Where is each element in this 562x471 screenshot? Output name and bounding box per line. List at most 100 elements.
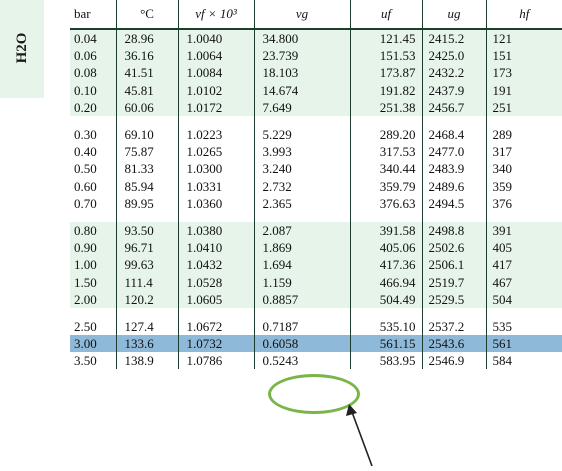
table-row: 0.30 69.10 1.0223 5.229 289.20 2468.4 289 — [70, 125, 562, 144]
cell-ug: 2432.2 — [421, 64, 486, 82]
header-hf: hf — [485, 0, 562, 30]
cell-ug: 2498.8 — [421, 221, 486, 240]
cell-pressure: 0.10 — [70, 81, 116, 99]
cell-uf: 504.49 — [349, 290, 422, 308]
table-row: 0.90 96.71 1.0410 1.869 405.06 2502.6 405 — [70, 239, 562, 257]
cell-uf: 173.87 — [349, 64, 422, 82]
header-uf: uf — [349, 0, 422, 30]
cell-uf: 391.58 — [349, 221, 422, 240]
table-row: 3.00 133.6 1.0732 0.6058 561.15 2543.6 561 — [70, 335, 562, 353]
cell-uf: 340.44 — [349, 160, 422, 178]
cell-hf: 121 — [485, 29, 562, 48]
cell-pressure: 0.80 — [70, 221, 116, 240]
cell-vg: 1.159 — [253, 273, 350, 291]
cell-hf: 405 — [485, 239, 562, 257]
cell-pressure: 0.50 — [74, 161, 97, 177]
cell-pressure: 0.30 — [74, 127, 97, 143]
cell-hf: 561 — [485, 335, 562, 353]
cell-ug: 2502.6 — [421, 239, 486, 257]
cell-vg: 0.6058 — [253, 335, 350, 353]
cell-temperature: 81.33 — [115, 160, 178, 178]
cell-vf: 1.0672 — [177, 317, 254, 335]
header-ug: ug — [421, 0, 486, 30]
cell-ug: 2415.2 — [421, 29, 486, 48]
cell-ug: 2477.0 — [421, 143, 486, 161]
group-spacer — [70, 307, 562, 318]
cell-vg: 7.649 — [253, 98, 350, 116]
cell-vg: 0.7187 — [253, 317, 350, 335]
cell-vg: 2.732 — [253, 177, 350, 195]
cell-uf: 317.53 — [349, 143, 422, 161]
cell-hf: 467 — [485, 273, 562, 291]
header-vg: vg — [253, 0, 350, 30]
header-row: bar °C vf × 10³ vg uf ug hf — [70, 0, 562, 30]
cell-vf: 1.0064 — [177, 47, 254, 65]
table-row: 0.60 85.94 1.0331 2.732 359.79 2489.6 359 — [70, 177, 562, 195]
cell-uf: 561.15 — [349, 335, 422, 353]
cell-vf: 1.0410 — [177, 239, 254, 257]
cell-ug: 2529.5 — [421, 290, 486, 308]
cell-hf: 504 — [485, 290, 562, 308]
cell-hf: 289 — [485, 125, 562, 144]
table-row: 0.20 60.06 1.0172 7.649 251.38 2456.7 251 — [70, 98, 562, 116]
cell-hf: 417 — [485, 256, 562, 274]
cell-vg: 5.229 — [253, 125, 350, 144]
cell-temperature: 127.4 — [115, 317, 178, 335]
cell-ug: 2543.6 — [421, 335, 486, 353]
cell-vg: 0.8857 — [253, 290, 350, 308]
cell-pressure: 0.70 — [74, 195, 97, 211]
cell-uf: 289.20 — [349, 125, 422, 144]
arrow-head — [346, 404, 357, 416]
cell-ug: 2468.4 — [421, 125, 486, 144]
table-row: 0.50 81.33 1.0300 3.240 340.44 2483.9 340 — [70, 160, 562, 178]
cell-uf: 191.82 — [349, 81, 422, 99]
cell-ug: 2519.7 — [421, 273, 486, 291]
table-row: 0.06 36.16 1.0064 23.739 151.53 2425.0 151 — [70, 47, 562, 65]
cell-vg: 34.800 — [253, 29, 350, 48]
cell-temperature: 99.63 — [115, 256, 178, 274]
table-row: 2.50 127.4 1.0672 0.7187 535.10 2537.2 535 — [70, 317, 562, 335]
cell-vf: 1.0040 — [177, 29, 254, 48]
cell-vg: 1.694 — [253, 256, 350, 274]
table-row: 0.40 75.87 1.0265 3.993 317.53 2477.0 317 — [70, 143, 562, 161]
cell-hf: 340 — [485, 160, 562, 178]
cell-vg: 0.5243 — [253, 352, 350, 370]
cell-ug: 2546.9 — [421, 352, 486, 370]
cell-temperature: 69.10 — [115, 125, 178, 144]
cell-hf: 317 — [485, 143, 562, 161]
table-row: 1.50 111.4 1.0528 1.159 466.94 2519.7 467 — [70, 273, 562, 291]
side-band: H2O — [0, 0, 44, 98]
table-row: 0.70 89.95 1.0360 2.365 376.63 2494.5 376 — [70, 194, 562, 212]
cell-hf: 173 — [485, 64, 562, 82]
cell-pressure: 2.50 — [74, 318, 97, 334]
cell-pressure: 1.00 — [70, 256, 116, 274]
cell-uf: 151.53 — [349, 47, 422, 65]
table-body: 0.04 28.96 1.0040 34.800 121.45 2415.2 121 0.06… — [70, 29, 562, 370]
cell-vg: 2.087 — [253, 221, 350, 240]
cell-hf: 584 — [485, 352, 562, 370]
cell-ug: 2483.9 — [421, 160, 486, 178]
cell-pressure: 3.50 — [74, 353, 97, 369]
cell-vf: 1.0223 — [177, 125, 254, 144]
cell-hf: 251 — [485, 98, 562, 116]
cell-uf: 417.36 — [349, 256, 422, 274]
cell-pressure: 0.06 — [70, 47, 116, 65]
cell-ug: 2537.2 — [421, 317, 486, 335]
cell-vf: 1.0331 — [177, 177, 254, 195]
cell-temperature: 111.4 — [115, 273, 178, 291]
table-row: 3.50 138.9 1.0786 0.5243 583.95 2546.9 584 — [70, 352, 562, 370]
table-row: 1.00 99.63 1.0432 1.694 417.36 2506.1 417 — [70, 256, 562, 274]
cell-temperature: 93.50 — [115, 221, 178, 240]
cell-vg: 3.993 — [253, 143, 350, 161]
cell-temperature: 85.94 — [115, 177, 178, 195]
header-vf: vf × 10³ — [177, 0, 254, 30]
cell-ug: 2506.1 — [421, 256, 486, 274]
cell-temperature: 36.16 — [115, 47, 178, 65]
cell-hf: 391 — [485, 221, 562, 240]
cell-temperature: 120.2 — [115, 290, 178, 308]
cell-ug: 2494.5 — [421, 194, 486, 212]
cell-uf: 535.10 — [349, 317, 422, 335]
cell-vf: 1.0102 — [177, 81, 254, 99]
cell-temperature: 133.6 — [115, 335, 178, 353]
cell-temperature: 41.51 — [115, 64, 178, 82]
